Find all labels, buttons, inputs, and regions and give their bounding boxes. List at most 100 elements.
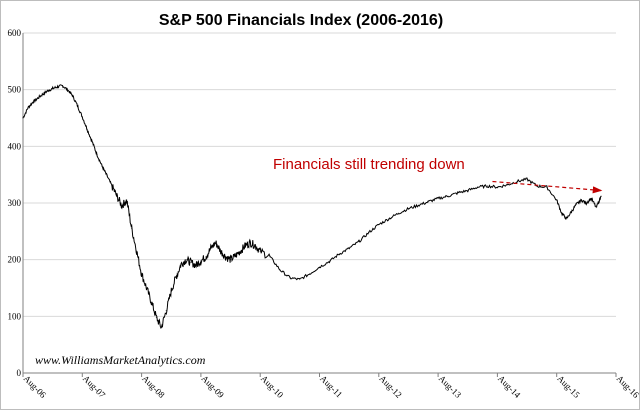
data-point — [556, 199, 558, 201]
data-point — [600, 195, 602, 197]
data-point — [565, 218, 568, 220]
data-point — [318, 266, 321, 268]
series-group — [22, 84, 602, 330]
data-point — [136, 250, 138, 252]
data-point — [239, 250, 242, 252]
data-point — [215, 242, 217, 244]
annotation-group: Financials still trending down — [273, 156, 603, 194]
watermark-text: www.WilliamsMarketAnalytics.com — [35, 353, 206, 367]
y-tick-label-600: 600 — [8, 28, 22, 38]
data-point — [101, 165, 103, 167]
data-point — [397, 212, 400, 214]
data-point — [407, 208, 410, 210]
data-point — [437, 197, 439, 200]
data-point — [190, 261, 192, 264]
data-point — [121, 205, 123, 207]
data-point — [249, 242, 251, 244]
data-point — [106, 175, 108, 177]
data-point — [195, 264, 197, 266]
data-point — [42, 93, 44, 95]
data-point — [61, 85, 64, 87]
data-point — [150, 301, 153, 303]
data-point — [47, 90, 49, 92]
data-point — [234, 255, 237, 257]
data-point — [338, 253, 340, 255]
data-point — [358, 240, 360, 243]
data-point — [86, 128, 88, 130]
data-point — [299, 278, 301, 281]
data-point — [516, 180, 518, 183]
x-axis: Aug-06 Aug-07 Aug-08 Aug-09 Aug-10 Aug-11 Aug-… — [22, 372, 640, 400]
data-point — [32, 101, 34, 103]
y-tick-label-200: 200 — [8, 255, 22, 265]
data-point — [309, 273, 311, 275]
x-tick-label-3: Aug-09 — [199, 373, 226, 400]
data-point — [56, 86, 59, 88]
data-point — [185, 259, 187, 261]
data-point — [210, 247, 212, 249]
data-point — [244, 244, 246, 247]
data-point — [467, 189, 469, 192]
data-point — [66, 89, 69, 91]
y-tick-label-0: 0 — [17, 368, 22, 378]
x-tick-label-5: Aug-11 — [318, 373, 344, 399]
data-point — [496, 186, 498, 188]
data-point — [71, 94, 74, 96]
data-point — [76, 104, 78, 107]
data-point — [145, 287, 148, 289]
x-tick-label-0: Aug-06 — [22, 373, 49, 400]
data-point — [96, 154, 98, 156]
data-point — [27, 107, 29, 109]
data-point — [170, 290, 172, 292]
data-point — [160, 327, 162, 329]
x-tick-label-2: Aug-08 — [140, 373, 167, 400]
data-point — [111, 185, 113, 187]
y-tick-label-400: 400 — [8, 141, 22, 151]
x-tick-label-4: Aug-10 — [259, 373, 286, 400]
x-tick-label-6: Aug-12 — [377, 373, 404, 400]
data-point — [561, 212, 563, 214]
data-point — [506, 184, 508, 186]
data-point — [175, 276, 177, 278]
data-point — [447, 195, 449, 197]
data-point — [289, 277, 291, 279]
data-point — [328, 260, 330, 262]
data-point — [575, 203, 578, 205]
data-point — [229, 259, 232, 261]
data-point — [116, 195, 118, 197]
data-point — [486, 185, 489, 187]
data-point — [37, 97, 39, 99]
data-point — [546, 186, 548, 188]
data-point — [368, 231, 370, 234]
data-point — [220, 250, 222, 252]
data-point — [254, 244, 256, 247]
annotation-text: Financials still trending down — [273, 156, 465, 173]
y-tick-label-500: 500 — [8, 85, 22, 95]
data-point — [269, 256, 271, 258]
y-axis: 0 100 200 300 400 500 600 — [8, 28, 24, 378]
data-point — [279, 269, 281, 271]
x-tick-label-7: Aug-13 — [437, 373, 464, 400]
x-tick-label-10: Aug-16 — [615, 373, 640, 400]
data-point — [526, 178, 528, 180]
data-point — [388, 218, 390, 220]
data-point — [52, 87, 54, 90]
data-point — [165, 310, 167, 312]
x-tick-label-1: Aug-07 — [81, 373, 108, 400]
chart-title: S&P 500 Financials Index (2006-2016) — [159, 12, 443, 29]
data-point — [457, 192, 459, 194]
data-point — [200, 260, 202, 262]
data-point — [205, 256, 207, 258]
data-point — [477, 186, 479, 188]
data-point — [91, 141, 93, 143]
data-point — [81, 116, 83, 118]
data-point — [570, 210, 573, 213]
x-tick-label-8: Aug-14 — [496, 373, 523, 400]
y-tick-label-300: 300 — [8, 198, 22, 208]
data-point — [131, 227, 133, 230]
data-point — [590, 197, 592, 200]
x-tick-label-9: Aug-15 — [555, 373, 582, 400]
data-point — [348, 247, 350, 249]
